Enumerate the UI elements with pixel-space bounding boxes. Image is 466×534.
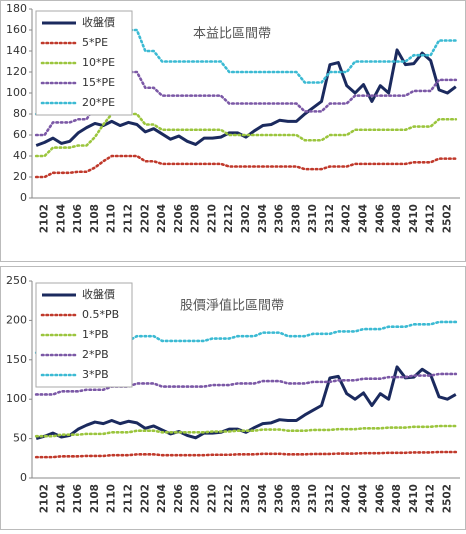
- x-tick-label: 2308: [290, 204, 302, 233]
- y-tick-label: 200: [6, 313, 27, 326]
- x-tick-label: 2306: [274, 484, 286, 513]
- x-tick-label: 2410: [408, 204, 420, 233]
- x-tick-label: 2412: [425, 484, 437, 513]
- legend-label: 5*PE: [82, 36, 108, 49]
- x-tick-label: 2404: [357, 204, 369, 233]
- x-tick-label: 2202: [139, 204, 151, 233]
- x-tick-label: 2208: [190, 484, 202, 513]
- legend-label: 2*PB: [82, 348, 109, 361]
- chart-title: 股價淨值比區間帶: [180, 298, 284, 314]
- y-tick-label: 80: [13, 107, 27, 120]
- legend-label: 20*PE: [82, 96, 115, 109]
- y-tick-label: 250: [6, 274, 27, 287]
- y-tick-label: 40: [13, 149, 27, 162]
- x-tick-label: 2106: [72, 204, 84, 233]
- legend-label: 收盤價: [82, 287, 115, 301]
- x-tick-label: 2112: [123, 204, 135, 233]
- x-tick-label: 2106: [72, 484, 84, 513]
- y-tick-label: 0: [20, 191, 27, 204]
- legend-label: 0.5*PB: [82, 308, 119, 321]
- series-line: [34, 154, 458, 179]
- y-tick-label: 160: [6, 23, 27, 36]
- y-tick-label: 0: [20, 471, 27, 484]
- legend-label: 收盤價: [82, 15, 115, 29]
- x-tick-label: 2212: [223, 484, 235, 513]
- series-line: [34, 424, 458, 438]
- y-tick-label: 20: [13, 170, 27, 183]
- series-line: [34, 372, 458, 396]
- x-tick-label: 2406: [374, 204, 386, 233]
- x-tick-label: 2304: [257, 204, 269, 233]
- y-tick-label: 100: [6, 86, 27, 99]
- legend-label: 15*PE: [82, 76, 115, 89]
- x-tick-label: 2308: [290, 484, 302, 513]
- x-tick-label: 2112: [123, 484, 135, 513]
- x-tick-label: 2302: [240, 484, 252, 513]
- x-tick-label: 2206: [173, 484, 185, 513]
- x-tick-label: 2108: [89, 484, 101, 513]
- x-tick-label: 2502: [441, 204, 453, 233]
- x-tick-label: 2410: [408, 484, 420, 513]
- x-tick-label: 2110: [106, 484, 118, 513]
- y-tick-label: 50: [13, 432, 27, 445]
- series-line: [34, 112, 458, 158]
- x-tick-label: 2204: [156, 204, 168, 233]
- x-tick-label: 2202: [139, 484, 151, 513]
- x-tick-label: 2204: [156, 484, 168, 513]
- x-tick-label: 2110: [106, 204, 118, 233]
- x-tick-label: 2304: [257, 484, 269, 513]
- series-line: [35, 365, 457, 441]
- y-tick-label: 60: [13, 128, 27, 141]
- x-tick-label: 2402: [341, 204, 353, 233]
- series-line: [35, 48, 457, 147]
- legend-label: 10*PE: [82, 56, 115, 69]
- x-tick-label: 2310: [307, 484, 319, 513]
- x-tick-label: 2102: [39, 484, 51, 513]
- y-tick-label: 140: [6, 44, 27, 57]
- x-tick-label: 2102: [39, 204, 51, 233]
- y-tick-label: 180: [6, 2, 27, 15]
- x-tick-label: 2306: [274, 204, 286, 233]
- y-tick-label: 100: [6, 392, 27, 405]
- x-tick-label: 2402: [341, 484, 353, 513]
- y-tick-label: 150: [6, 353, 27, 366]
- x-tick-label: 2408: [391, 484, 403, 513]
- x-tick-label: 2310: [307, 204, 319, 233]
- x-tick-label: 2404: [357, 484, 369, 513]
- chart-title: 本益比區間帶: [193, 27, 271, 42]
- series-line: [34, 450, 458, 459]
- x-tick-label: 2406: [374, 484, 386, 513]
- x-tick-label: 2312: [324, 484, 336, 513]
- x-tick-label: 2412: [425, 204, 437, 233]
- x-tick-label: 2212: [223, 204, 235, 233]
- x-tick-label: 2104: [55, 204, 67, 233]
- x-tick-label: 2302: [240, 204, 252, 233]
- x-tick-label: 2104: [55, 484, 67, 513]
- legend-label: 3*PB: [82, 368, 109, 381]
- x-tick-label: 2108: [89, 204, 101, 233]
- x-tick-label: 2408: [391, 204, 403, 233]
- x-tick-label: 2208: [190, 204, 202, 233]
- y-tick-label: 120: [6, 65, 27, 78]
- x-tick-label: 2502: [441, 484, 453, 513]
- legend-label: 1*PB: [82, 328, 109, 341]
- x-tick-label: 2206: [173, 204, 185, 233]
- x-tick-label: 2312: [324, 204, 336, 233]
- x-tick-label: 2210: [206, 484, 218, 513]
- x-tick-label: 2210: [206, 204, 218, 233]
